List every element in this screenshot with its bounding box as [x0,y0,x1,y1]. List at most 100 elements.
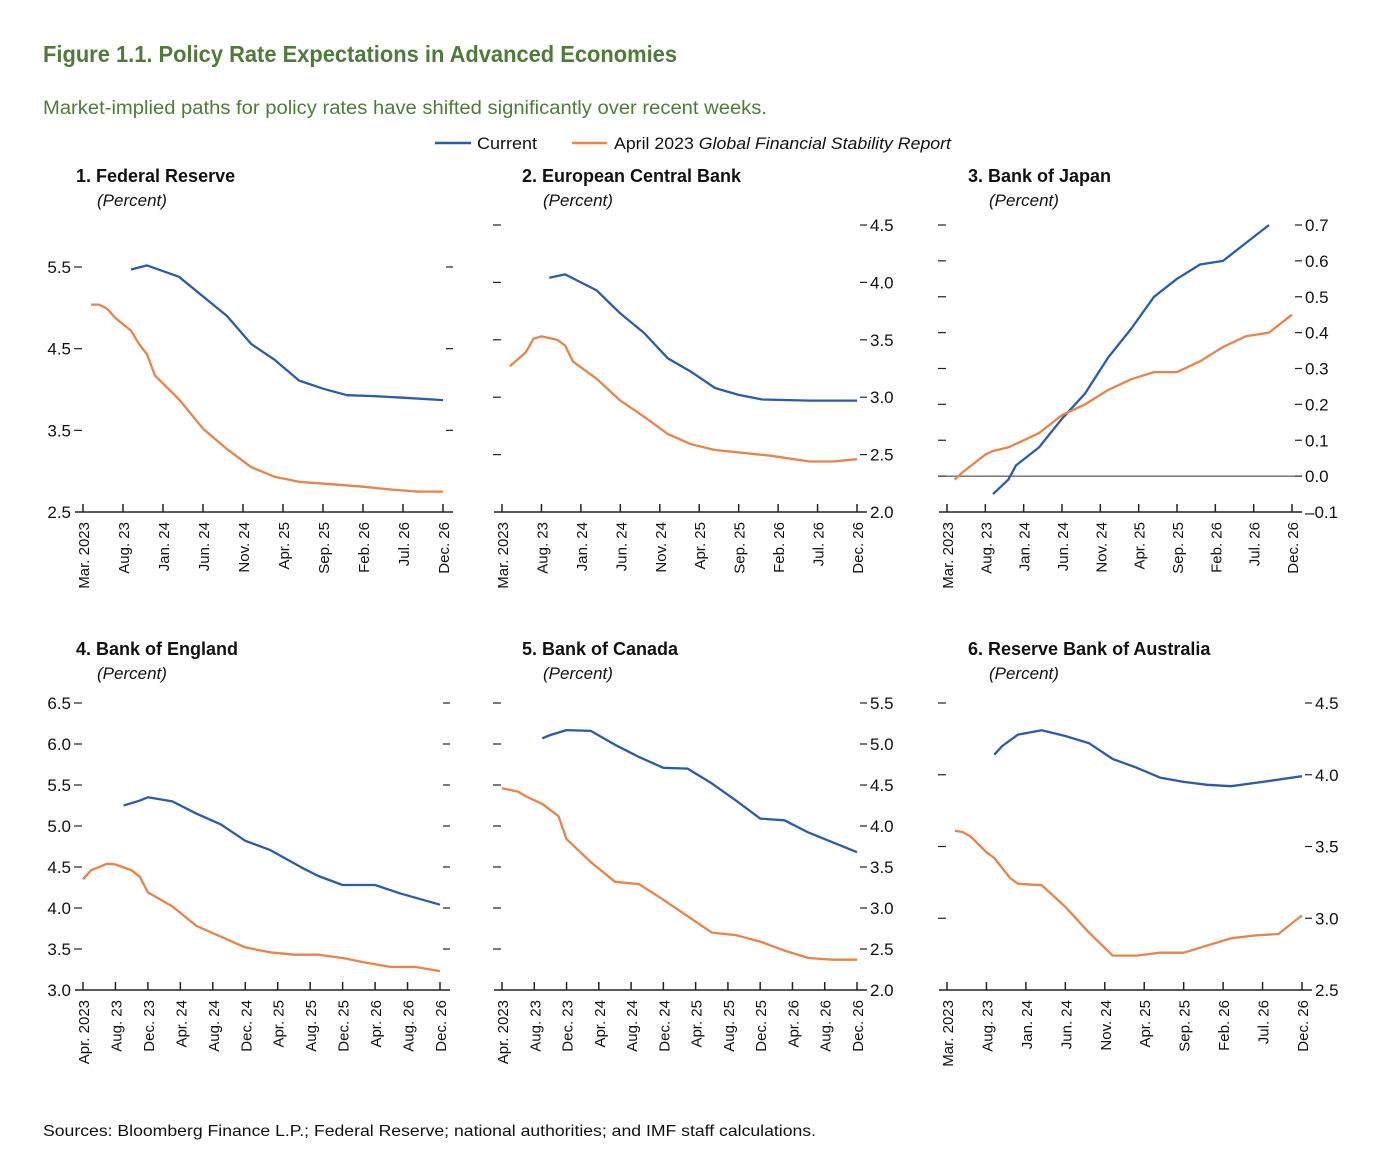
y-tick-label: 2.0 [870,981,894,1000]
panel-unit-label: (Percent) [543,664,613,683]
panel-unit-label: (Percent) [989,664,1059,683]
x-tick-label: Aug. 24 [206,1000,223,1052]
y-tick-label: 2.5 [870,446,894,465]
panel-5: 5. Bank of Canada (Percent) Apr. 2023 Aug. … [493,639,894,1064]
x-tick-label: Apr. 2023 [76,1000,93,1064]
legend-label-current: Current [477,134,537,153]
series-line-current [993,729,1303,788]
y-tick-label: 0.2 [1305,395,1329,414]
panel-1: 1. Federal Reserve (Percent) Mar. 2023 Aug.… [47,166,453,589]
x-tick-label: Dec. 24 [238,1000,255,1052]
x-tick-label: Apr. 24 [173,1000,190,1048]
sources-note: Sources: Bloomberg Finance L.P.; Federal… [43,1123,816,1140]
x-tick-label: Apr. 25 [276,522,293,570]
x-tick-label: Jun. 24 [1058,1000,1075,1049]
panel-unit-label: (Percent) [543,191,613,210]
y-tick-label: 5.5 [870,694,894,713]
y-tick-label: 4.0 [47,899,71,918]
y-tick-label: 0.6 [1305,252,1329,271]
legend: Current April 2023 Global Financial Stab… [435,134,952,153]
y-tick-label: 3.0 [47,981,71,1000]
panel-unit-label: (Percent) [97,664,167,683]
y-tick-label: 4.0 [870,817,894,836]
x-tick-label: Jan. 24 [574,522,591,571]
y-tick-label: 0.1 [1305,431,1329,450]
panel-title: 3. Bank of Japan [968,166,1111,186]
x-tick-label: Dec. 26 [433,1000,450,1052]
x-tick-label: Dec. 26 [436,522,453,574]
x-tick-label: Aug. 25 [721,1000,738,1052]
x-tick-label: Dec. 26 [850,522,867,574]
panel-unit-label: (Percent) [97,191,167,210]
x-tick-label: Aug. 24 [624,1000,641,1052]
series-line-current [130,264,444,402]
y-tick-label: 0.0 [1305,467,1329,486]
x-tick-label: Dec. 26 [850,1000,867,1052]
x-tick-label: Nov. 24 [1098,1000,1115,1051]
y-tick-label: 3.5 [1315,838,1339,857]
x-tick-label: Aug. 23 [527,1000,544,1052]
series-line-current [549,273,857,402]
x-tick-label: Apr. 24 [592,1000,609,1048]
x-tick-label: Apr. 25 [1137,1000,1154,1048]
x-tick-label: Jun. 24 [1055,522,1072,571]
y-tick-label: 5.5 [47,776,71,795]
series-line-gfsr-april-2023 [82,862,441,973]
y-tick-label: 0.3 [1305,360,1329,379]
y-tick-label: 3.0 [870,899,894,918]
x-tick-label: Nov. 24 [653,522,670,573]
x-tick-label: Dec. 24 [656,1000,673,1052]
x-tick-label: Apr. 25 [271,1000,288,1048]
y-tick-label: 4.5 [870,776,894,795]
series-line-gfsr-april-2023 [501,787,857,961]
x-tick-label: Nov. 24 [236,522,253,573]
x-tick-label: Jul. 26 [1247,522,1264,566]
panel-2: 2. European Central Bank (Percent) Mar. 20… [493,166,894,589]
x-tick-label: Apr. 26 [785,1000,802,1048]
panel-title: 2. European Central Bank [522,166,742,186]
x-tick-label: Jan. 24 [1019,1000,1036,1049]
x-tick-label: Aug. 25 [303,1000,320,1052]
x-tick-label: Feb. 26 [356,522,373,573]
figure-subtitle: Market-implied paths for policy rates ha… [43,98,767,119]
legend-gfsr-italic: Global Financial Stability Report [699,134,953,153]
y-tick-label: 0.4 [1305,324,1329,343]
y-tick-label: 4.5 [47,340,71,359]
x-tick-label: Sep. 25 [1177,1000,1194,1052]
x-tick-label: Jun. 24 [196,522,213,571]
x-tick-label: Dec. 23 [141,1000,158,1052]
x-tick-label: Aug. 23 [108,1000,125,1052]
series-line-gfsr-april-2023 [953,313,1293,481]
series-line-gfsr-april-2023 [954,829,1303,957]
x-tick-label: Jan. 24 [156,522,173,571]
x-tick-label: Apr. 25 [692,522,709,570]
panel-4: 4. Bank of England (Percent) Apr. 2023 Aug.… [47,639,450,1064]
y-tick-label: 2.0 [870,503,894,522]
x-tick-label: Jul. 26 [396,522,413,566]
y-tick-label: 4.5 [47,858,71,877]
y-tick-label: 3.5 [47,940,71,959]
y-tick-label: 6.0 [47,735,71,754]
x-tick-label: Apr. 25 [1132,522,1149,570]
y-tick-label: 3.0 [870,388,894,407]
x-tick-label: Jan. 24 [1017,522,1034,571]
x-tick-label: Apr. 2023 [495,1000,512,1064]
y-tick-label: 3.5 [870,331,894,350]
y-tick-label: 4.5 [1315,694,1339,713]
x-tick-label: Aug. 23 [534,522,551,574]
x-tick-label: Dec. 25 [336,1000,353,1052]
panel-3: 3. Bank of Japan (Percent) Mar. 2023 Aug. 2… [938,166,1338,589]
x-tick-label: Feb. 26 [1208,522,1225,573]
panel-6: 6. Reserve Bank of Australia (Percent) Mar… [938,639,1339,1067]
series-line-current [123,796,441,906]
x-tick-label: Jun. 24 [613,522,630,571]
y-tick-label: 4.0 [870,273,894,292]
y-tick-label: 5.0 [870,735,894,754]
x-tick-label: Jul. 26 [811,522,828,566]
x-tick-label: Mar. 2023 [495,522,512,589]
x-tick-label: Mar. 2023 [940,1000,957,1067]
x-tick-label: Feb. 26 [771,522,788,573]
x-tick-label: Aug. 23 [979,1000,996,1052]
x-tick-label: Apr. 26 [368,1000,385,1048]
